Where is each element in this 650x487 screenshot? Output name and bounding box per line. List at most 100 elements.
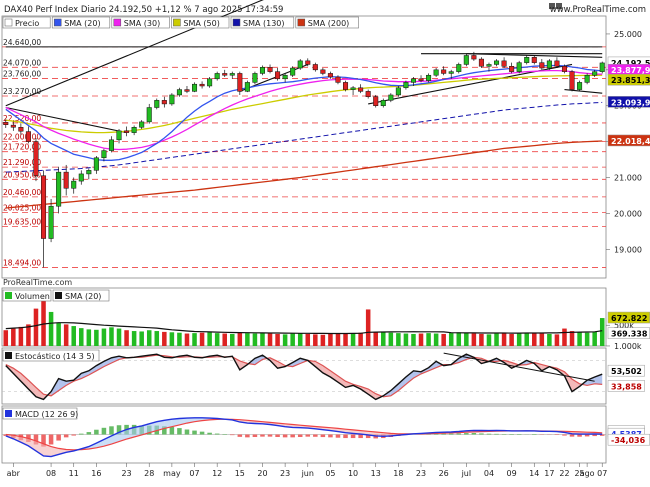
candle-body: [290, 68, 295, 75]
macd-hist-bar: [185, 430, 190, 435]
macd-hist-bar: [306, 435, 311, 437]
x-tick-label: 16: [91, 469, 101, 478]
level-label: 20.460,00: [3, 188, 41, 197]
macd-hist-bar: [245, 435, 250, 438]
candle-body: [200, 84, 205, 86]
macd-hist-bar: [358, 435, 363, 439]
volume-bar: [328, 334, 333, 346]
legend-label: Precio: [15, 19, 39, 28]
candle-body: [170, 95, 175, 104]
macd-hist-bar: [562, 435, 567, 436]
volume-bar: [192, 333, 197, 346]
candle-body: [592, 72, 597, 76]
macd-hist-bar: [268, 435, 273, 437]
level-label: 18.494,00: [3, 258, 41, 267]
macd-hist-bar: [109, 426, 114, 434]
volume-bar: [132, 331, 137, 346]
macd-hist-bar: [290, 435, 295, 438]
volume-bar: [577, 332, 582, 346]
candle-body: [26, 132, 31, 142]
vol-legend-label: Volumen: [15, 292, 50, 301]
macd-hist-bar: [479, 433, 484, 434]
macd-hist-bar: [577, 435, 582, 437]
level-label: 23.270,00: [3, 87, 41, 96]
volume-bar: [419, 334, 424, 346]
candle-body: [366, 91, 371, 96]
candle-body: [373, 97, 378, 106]
candle-body: [222, 73, 227, 75]
volume-bar: [600, 318, 605, 346]
x-tick-label: 18: [393, 469, 403, 478]
candle-body: [419, 79, 424, 81]
volume-bar: [109, 327, 114, 346]
vol-tag: 672.822: [611, 314, 647, 323]
candle-body: [79, 174, 84, 181]
volume-bar: [540, 334, 545, 346]
macd-hist-bar: [509, 435, 514, 436]
volume-bar: [336, 334, 341, 346]
volume-bar: [494, 334, 499, 346]
x-tick-label: may: [163, 469, 181, 478]
candle-body: [336, 77, 341, 82]
volume-bar: [268, 334, 273, 346]
candle-body: [585, 75, 590, 82]
volume-bar: [298, 333, 303, 346]
volume-bar: [366, 309, 371, 346]
x-tick-label: jul: [461, 469, 472, 478]
candle-body: [230, 73, 235, 75]
level-label: 24.070,00: [3, 58, 41, 67]
legend-label: SMA (30): [124, 19, 160, 28]
candle-body: [434, 70, 439, 75]
x-tick-label: 17: [544, 469, 554, 478]
volume-bar: [64, 324, 69, 346]
level-label: 24.640,00: [3, 38, 41, 47]
legend-label: SMA (20): [64, 19, 100, 28]
volume-bar: [222, 334, 227, 346]
macd-hist-bar: [298, 435, 303, 437]
x-tick-label: 05: [325, 469, 335, 478]
legend-swatch: [5, 19, 12, 26]
candle-body: [245, 82, 250, 91]
candle-body: [139, 122, 144, 127]
candle-body: [124, 131, 129, 133]
volume-bar: [562, 329, 567, 346]
x-tick-label: 13: [371, 469, 381, 478]
x-tick-label: 07: [189, 469, 199, 478]
candle-body: [313, 64, 318, 69]
candle-body: [275, 72, 280, 79]
macd-hist-bar: [230, 435, 235, 436]
volume-bar: [585, 333, 590, 346]
macd-hist-bar: [313, 435, 318, 437]
x-tick-label: 07: [597, 469, 607, 478]
candle-body: [555, 61, 560, 66]
macd-hist-bar: [102, 428, 107, 435]
candle-body: [34, 142, 39, 176]
volume-bar: [358, 333, 363, 346]
price-tag: 23.877,96: [611, 66, 650, 75]
volume-bar: [4, 330, 9, 346]
price-tag: 22.018,41: [611, 137, 650, 146]
volume-bar: [11, 329, 16, 346]
macd-hist-bar: [532, 435, 537, 436]
macd-hist-bar: [64, 435, 69, 438]
legend-label: SMA (130): [243, 19, 285, 28]
macd-hist-bar: [222, 435, 227, 436]
volume-bar: [457, 332, 462, 346]
candle-body: [441, 70, 446, 74]
vol-legend-swatch: [5, 292, 12, 299]
vol-legend-swatch: [55, 292, 62, 299]
candle-body: [472, 55, 477, 59]
volume-bar: [177, 333, 182, 346]
candle-body: [509, 66, 514, 71]
vol-tick-label: 1.000k: [614, 342, 642, 351]
candle-body: [4, 122, 9, 125]
volume-bar: [592, 332, 597, 346]
candle-body: [532, 57, 537, 62]
macd-hist-bar: [321, 435, 326, 438]
volume-bar: [71, 326, 76, 346]
candle-body: [147, 108, 152, 122]
x-tick-label: 23: [121, 469, 131, 478]
x-tick-label: 23: [416, 469, 426, 478]
candle-body: [71, 181, 76, 188]
legend-label: SMA (50): [183, 19, 219, 28]
